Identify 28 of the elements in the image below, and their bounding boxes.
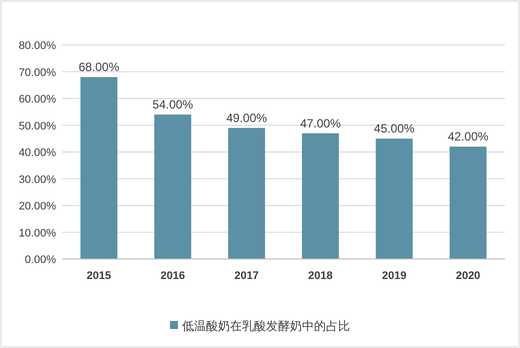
bar bbox=[228, 128, 266, 259]
y-tick-label: 40.00% bbox=[18, 147, 56, 159]
text: 47.00% bbox=[300, 116, 341, 130]
x-tick-label: 2016 bbox=[160, 270, 185, 282]
x-tick-label: 2017 bbox=[234, 270, 259, 282]
bar bbox=[376, 138, 413, 259]
x-tick-label: 2018 bbox=[308, 270, 333, 282]
bar bbox=[80, 77, 118, 259]
bar bbox=[302, 133, 339, 259]
y-tick-label: 0.00% bbox=[24, 254, 56, 266]
x-tick-label: 2020 bbox=[456, 270, 480, 282]
y-tick-label: 30.00% bbox=[18, 174, 56, 186]
text: 49.00% bbox=[226, 110, 267, 125]
text: 54.00% bbox=[152, 98, 194, 112]
y-tick-label: 80.00% bbox=[18, 40, 56, 52]
y-tick-label: 70.00% bbox=[18, 66, 56, 79]
x-tick-label: 2015 bbox=[86, 270, 112, 282]
y-tick-label: 50.00% bbox=[18, 120, 56, 132]
y-tick-label: 20.00% bbox=[18, 200, 56, 212]
bar bbox=[154, 114, 192, 259]
text: 68.00% bbox=[78, 60, 120, 74]
legend-label: 低温酸奶在乳酸发酵奶中的占比 bbox=[182, 319, 350, 333]
y-tick-label: 60.00% bbox=[18, 94, 56, 106]
x-tick-label: 2019 bbox=[382, 270, 406, 282]
text: 42.00% bbox=[448, 130, 488, 144]
bar bbox=[450, 146, 487, 259]
text: 45.00% bbox=[374, 122, 415, 136]
y-tick-label: 10.00% bbox=[18, 227, 56, 240]
